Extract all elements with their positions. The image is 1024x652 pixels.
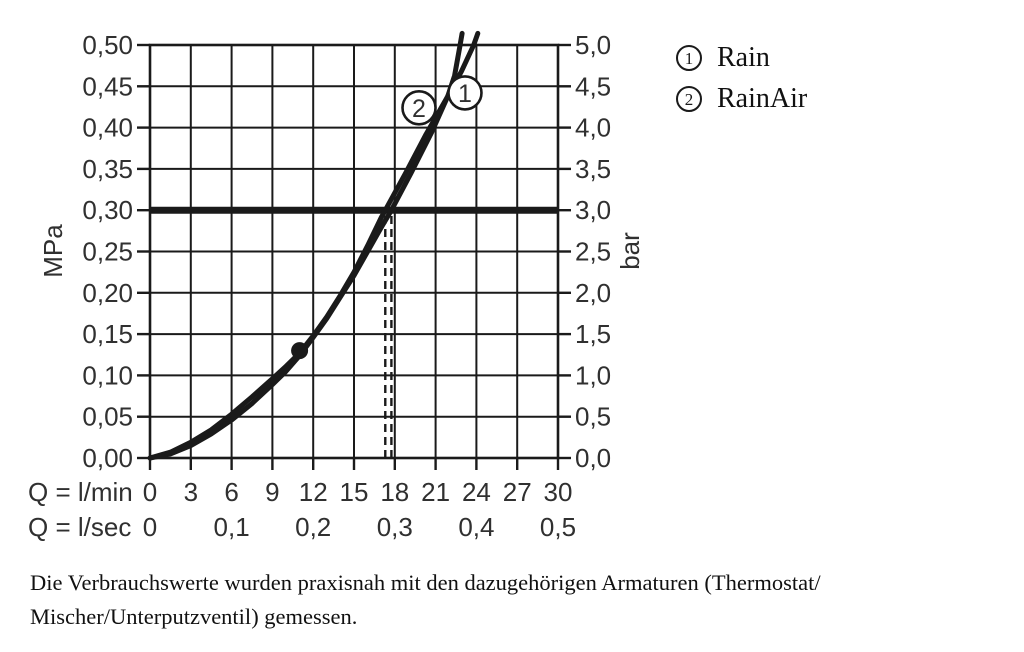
- x-tick-label: 3: [184, 477, 198, 507]
- x-tick-label: 0: [143, 477, 157, 507]
- y-right-axis-title: bar: [615, 232, 645, 270]
- legend-symbol-circle: 1: [676, 45, 702, 71]
- y-left-axis-title: MPa: [38, 224, 68, 278]
- y-right-tick-label: 1,0: [575, 360, 611, 390]
- y-left-tick-label: 0,05: [82, 402, 133, 432]
- x-secondary-tick-label: 0,1: [214, 512, 250, 542]
- y-right-tick-label: 3,0: [575, 195, 611, 225]
- caption-line-1: Die Verbrauchswerte wurden praxisnah mit…: [30, 570, 821, 595]
- y-right-tick-label: 2,0: [575, 278, 611, 308]
- x-tick-label: 21: [421, 477, 450, 507]
- y-left-tick-label: 0,10: [82, 360, 133, 390]
- flow-pressure-chart: 0,00 0,00,05 0,50,10 1,00,15 1,50,20 2,00,25 2…: [28, 30, 645, 542]
- curve-label-circle-1: [447, 75, 483, 111]
- x-tick-label: 9: [265, 477, 279, 507]
- y-left-tick-label: 0,20: [82, 278, 133, 308]
- legend-symbol-text: 1: [684, 48, 694, 68]
- x-secondary-tick-label: 0,5: [540, 512, 576, 542]
- y-left-tick-label: 0,45: [82, 71, 133, 101]
- x-tick-label: 24: [462, 477, 491, 507]
- legend-symbol-circle: 2: [676, 86, 702, 112]
- y-left-tick-label: 0,50: [82, 30, 133, 60]
- x-axis-secondary-label: Q = l/sec: [28, 512, 131, 542]
- x-axis-primary-label: Q = l/min: [28, 477, 133, 507]
- curve-label-text-1: 1: [458, 80, 472, 108]
- y-right-tick-label: 0,5: [575, 402, 611, 432]
- curve-label-text-2: 2: [412, 95, 426, 123]
- x-tick-label: 30: [544, 477, 573, 507]
- x-tick-label: 6: [224, 477, 238, 507]
- y-left-tick-label: 0,15: [82, 319, 133, 349]
- x-secondary-tick-label: 0: [143, 512, 157, 542]
- y-right-tick-label: 3,5: [575, 154, 611, 184]
- legend-item-label: Rain: [717, 42, 770, 73]
- y-right-tick-label: 4,5: [575, 71, 611, 101]
- series-curve-rainair: [147, 30, 465, 461]
- y-left-tick-label: 0,30: [82, 195, 133, 225]
- x-secondary-tick-label: 0,3: [377, 512, 413, 542]
- x-tick-label: 27: [503, 477, 532, 507]
- legend-item-label: RainAir: [717, 83, 808, 114]
- y-right-tick-label: 0,0: [575, 443, 611, 473]
- x-secondary-tick-label: 0,4: [458, 512, 494, 542]
- legend-item-rain: 1 Rain: [676, 44, 807, 72]
- y-left-tick-label: 0,40: [82, 113, 133, 143]
- y-left-tick-label: 0,35: [82, 154, 133, 184]
- x-tick-label: 18: [380, 477, 409, 507]
- legend: 1 Rain 2 RainAir: [676, 44, 807, 113]
- x-tick-label: 15: [340, 477, 369, 507]
- y-right-tick-label: 1,5: [575, 319, 611, 349]
- y-right-tick-label: 2,5: [575, 237, 611, 267]
- x-tick-label: 12: [299, 477, 328, 507]
- caption: Die Verbrauchswerte wurden praxisnah mit…: [30, 566, 1005, 634]
- y-left-tick-label: 0,25: [82, 237, 133, 267]
- x-secondary-tick-label: 0,2: [295, 512, 331, 542]
- y-right-tick-label: 4,0: [575, 113, 611, 143]
- legend-item-rainair: 2 RainAir: [676, 85, 807, 113]
- legend-symbol-text: 2: [684, 89, 694, 109]
- caption-line-2: Mischer/Unterputzventil) gemessen.: [30, 604, 358, 629]
- y-left-tick-label: 0,00: [82, 443, 133, 473]
- reference-dot: [291, 342, 309, 360]
- curve-label-circle-2: [401, 89, 437, 126]
- y-right-tick-label: 5,0: [575, 30, 611, 60]
